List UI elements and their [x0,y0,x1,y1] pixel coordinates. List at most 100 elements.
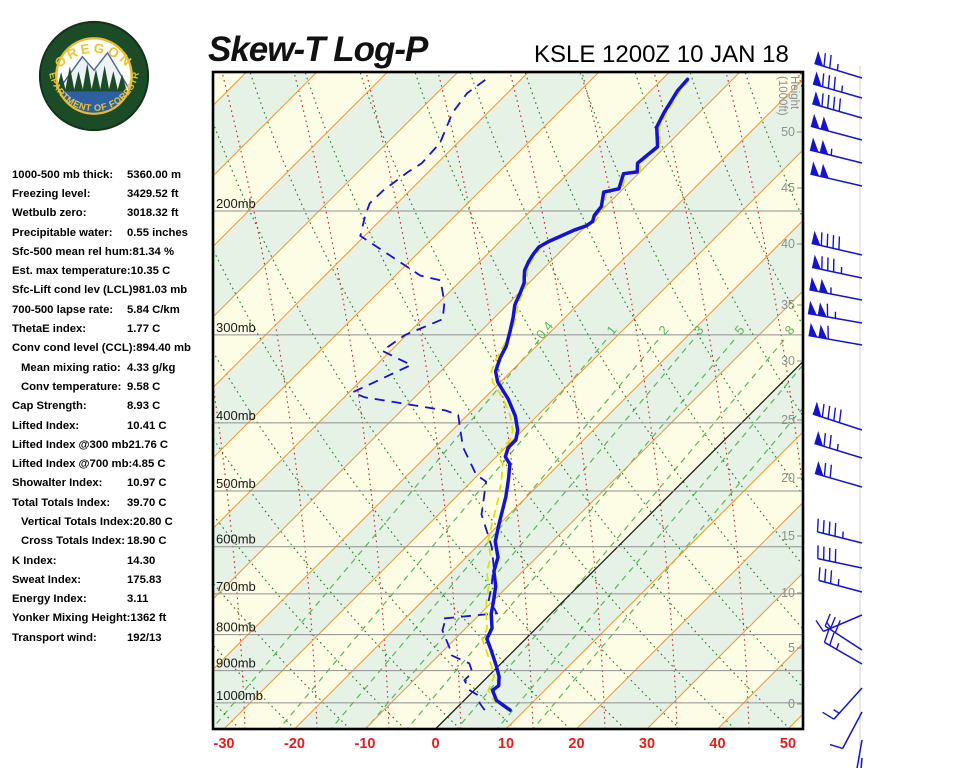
index-value: 3018.32 ft [127,207,179,220]
pressure-label: 1000mb [216,688,263,703]
wind-barb [811,254,863,279]
index-label: Wetbulb zero: [12,207,87,220]
wind-barb [809,137,863,164]
index-value: 18.90 C [127,535,167,548]
index-label: Lifted Index @300 mb [12,438,129,451]
index-label: Energy Index: [12,593,87,606]
index-row: Conv cond level (CCL): 894.40 mb [12,339,217,358]
isotherms [213,72,803,729]
index-value: 10.35 C [130,265,171,278]
pressure-label: 600mb [216,532,256,547]
wind-barb [809,277,863,301]
wind-barb [860,757,863,768]
index-value: 0.55 inches [127,226,188,239]
index-value: 14.30 [127,554,156,567]
logo-artwork [57,51,131,113]
index-row: Sfc-Lift cond lev (LCL) 981.03 mb [12,281,217,300]
index-label: 1000-500 mb thick: [12,168,114,181]
wind-barbs [807,51,863,768]
index-value: 1362 ft [130,612,167,625]
index-row: Precipitable water: 0.55 inches [12,223,217,242]
index-row: K Index: 14.30 [12,551,217,570]
wind-barb [856,739,863,768]
index-row: Total Totals Index: 39.70 C [12,493,217,512]
height-axis: 0 5 10 15 20 25 30 35 40 45 50 Height(1000ft) [776,76,802,711]
index-row: Transport wind: 192/13 [12,628,217,647]
temp-tick-label: 40 [709,736,725,752]
height-tick-label: 40 [781,237,795,251]
wind-barb [812,401,863,431]
index-value: 39.70 C [127,496,167,509]
temp-tick-label: -30 [214,736,235,752]
plot-border [211,70,805,731]
index-row: ThetaE index: 1.77 C [12,319,217,338]
index-value: 21.76 C [128,438,169,451]
index-value: 1.77 C [127,323,161,336]
indices-panel: 1000-500 mb thick: 5360.00 m Freezing leve… [12,165,217,647]
temp-tick-label: 10 [498,736,514,752]
index-label: Lifted Index @700 mb: [12,458,133,471]
pressure-label: 700mb [216,579,256,594]
water-icon [57,91,131,113]
index-row: Est. max temperature: 10.35 C [12,261,217,280]
height-tick-label: 25 [781,413,795,427]
index-value: 894.40 mb [136,342,191,355]
height-tick-label: 15 [781,529,795,543]
index-value: 4.85 C [132,458,166,471]
index-row: Sweat Index: 175.83 [12,570,217,589]
wind-barb [818,567,863,593]
index-value: 5.84 C/km [127,303,180,316]
wind-barb [812,71,863,99]
index-row: Lifted Index: 10.41 C [12,416,217,435]
index-label: Conv cond level (CCL): [12,342,137,355]
height-tick-label: 50 [781,125,795,139]
station-datetime: KSLE 1200Z 10 JAN 18 [534,41,789,68]
wind-barb [807,300,863,324]
trees-icon [57,63,127,92]
wind-barb [817,545,863,569]
wind-barb [811,230,863,256]
wind-barb [808,322,863,346]
pressure-label: 200mb [216,196,256,211]
index-row: Showalter Index: 10.97 C [12,474,217,493]
index-value: 8.93 C [127,400,161,413]
index-label: Lifted Index: [12,419,80,432]
index-label: Sweat Index: [12,573,82,586]
pressure-label: 400mb [216,408,256,423]
index-row: Cross Totals Index: 18.90 C [12,532,217,551]
index-value: 10.97 C [127,477,167,490]
temp-tick-label: 30 [639,736,655,752]
wind-barb [829,711,863,750]
index-row: Conv temperature: 9.58 C [12,377,217,396]
index-row: Yonker Mixing Height: 1362 ft [12,609,217,628]
wind-barb [814,51,863,79]
index-row: Lifted Index @300 mb 21.76 C [12,435,217,454]
index-label: ThetaE index: [12,323,87,336]
index-row: 1000-500 mb thick: 5360.00 m [12,165,217,184]
temp-tick-label: -20 [284,736,305,752]
index-value: 175.83 [127,573,162,586]
temp-axis-labels: -30 -20 -10 0 10 20 30 40 50 [214,736,797,752]
index-label: Est. max temperature: [12,265,131,278]
index-value: 3429.52 ft [127,187,179,200]
index-value: 192/13 [127,631,162,644]
height-tick-label: 20 [781,471,795,485]
index-label: Cross Totals Index: [21,535,125,548]
pressure-lines: 200mb 300mb 400mb 500mb 600mb 700mb 800mb 900mb… [214,196,802,704]
index-value: 981.03 mb [132,284,188,297]
index-label: 700-500 lapse rate: [12,303,114,316]
index-label: Vertical Totals Index: [21,515,134,528]
height-tick-label: 0 [788,697,795,711]
temp-tick-label: -10 [355,736,376,752]
index-label: Conv temperature: [21,380,122,393]
index-label: Showalter Index: [12,477,103,490]
wind-barb [814,460,863,488]
wind-barb [822,687,863,720]
pressure-label: 900mb [216,656,256,671]
index-value: 20.80 C [133,515,173,528]
index-value: 10.41 C [127,419,167,432]
wind-barb [824,613,863,651]
mixing-ratio-lines [213,339,803,729]
